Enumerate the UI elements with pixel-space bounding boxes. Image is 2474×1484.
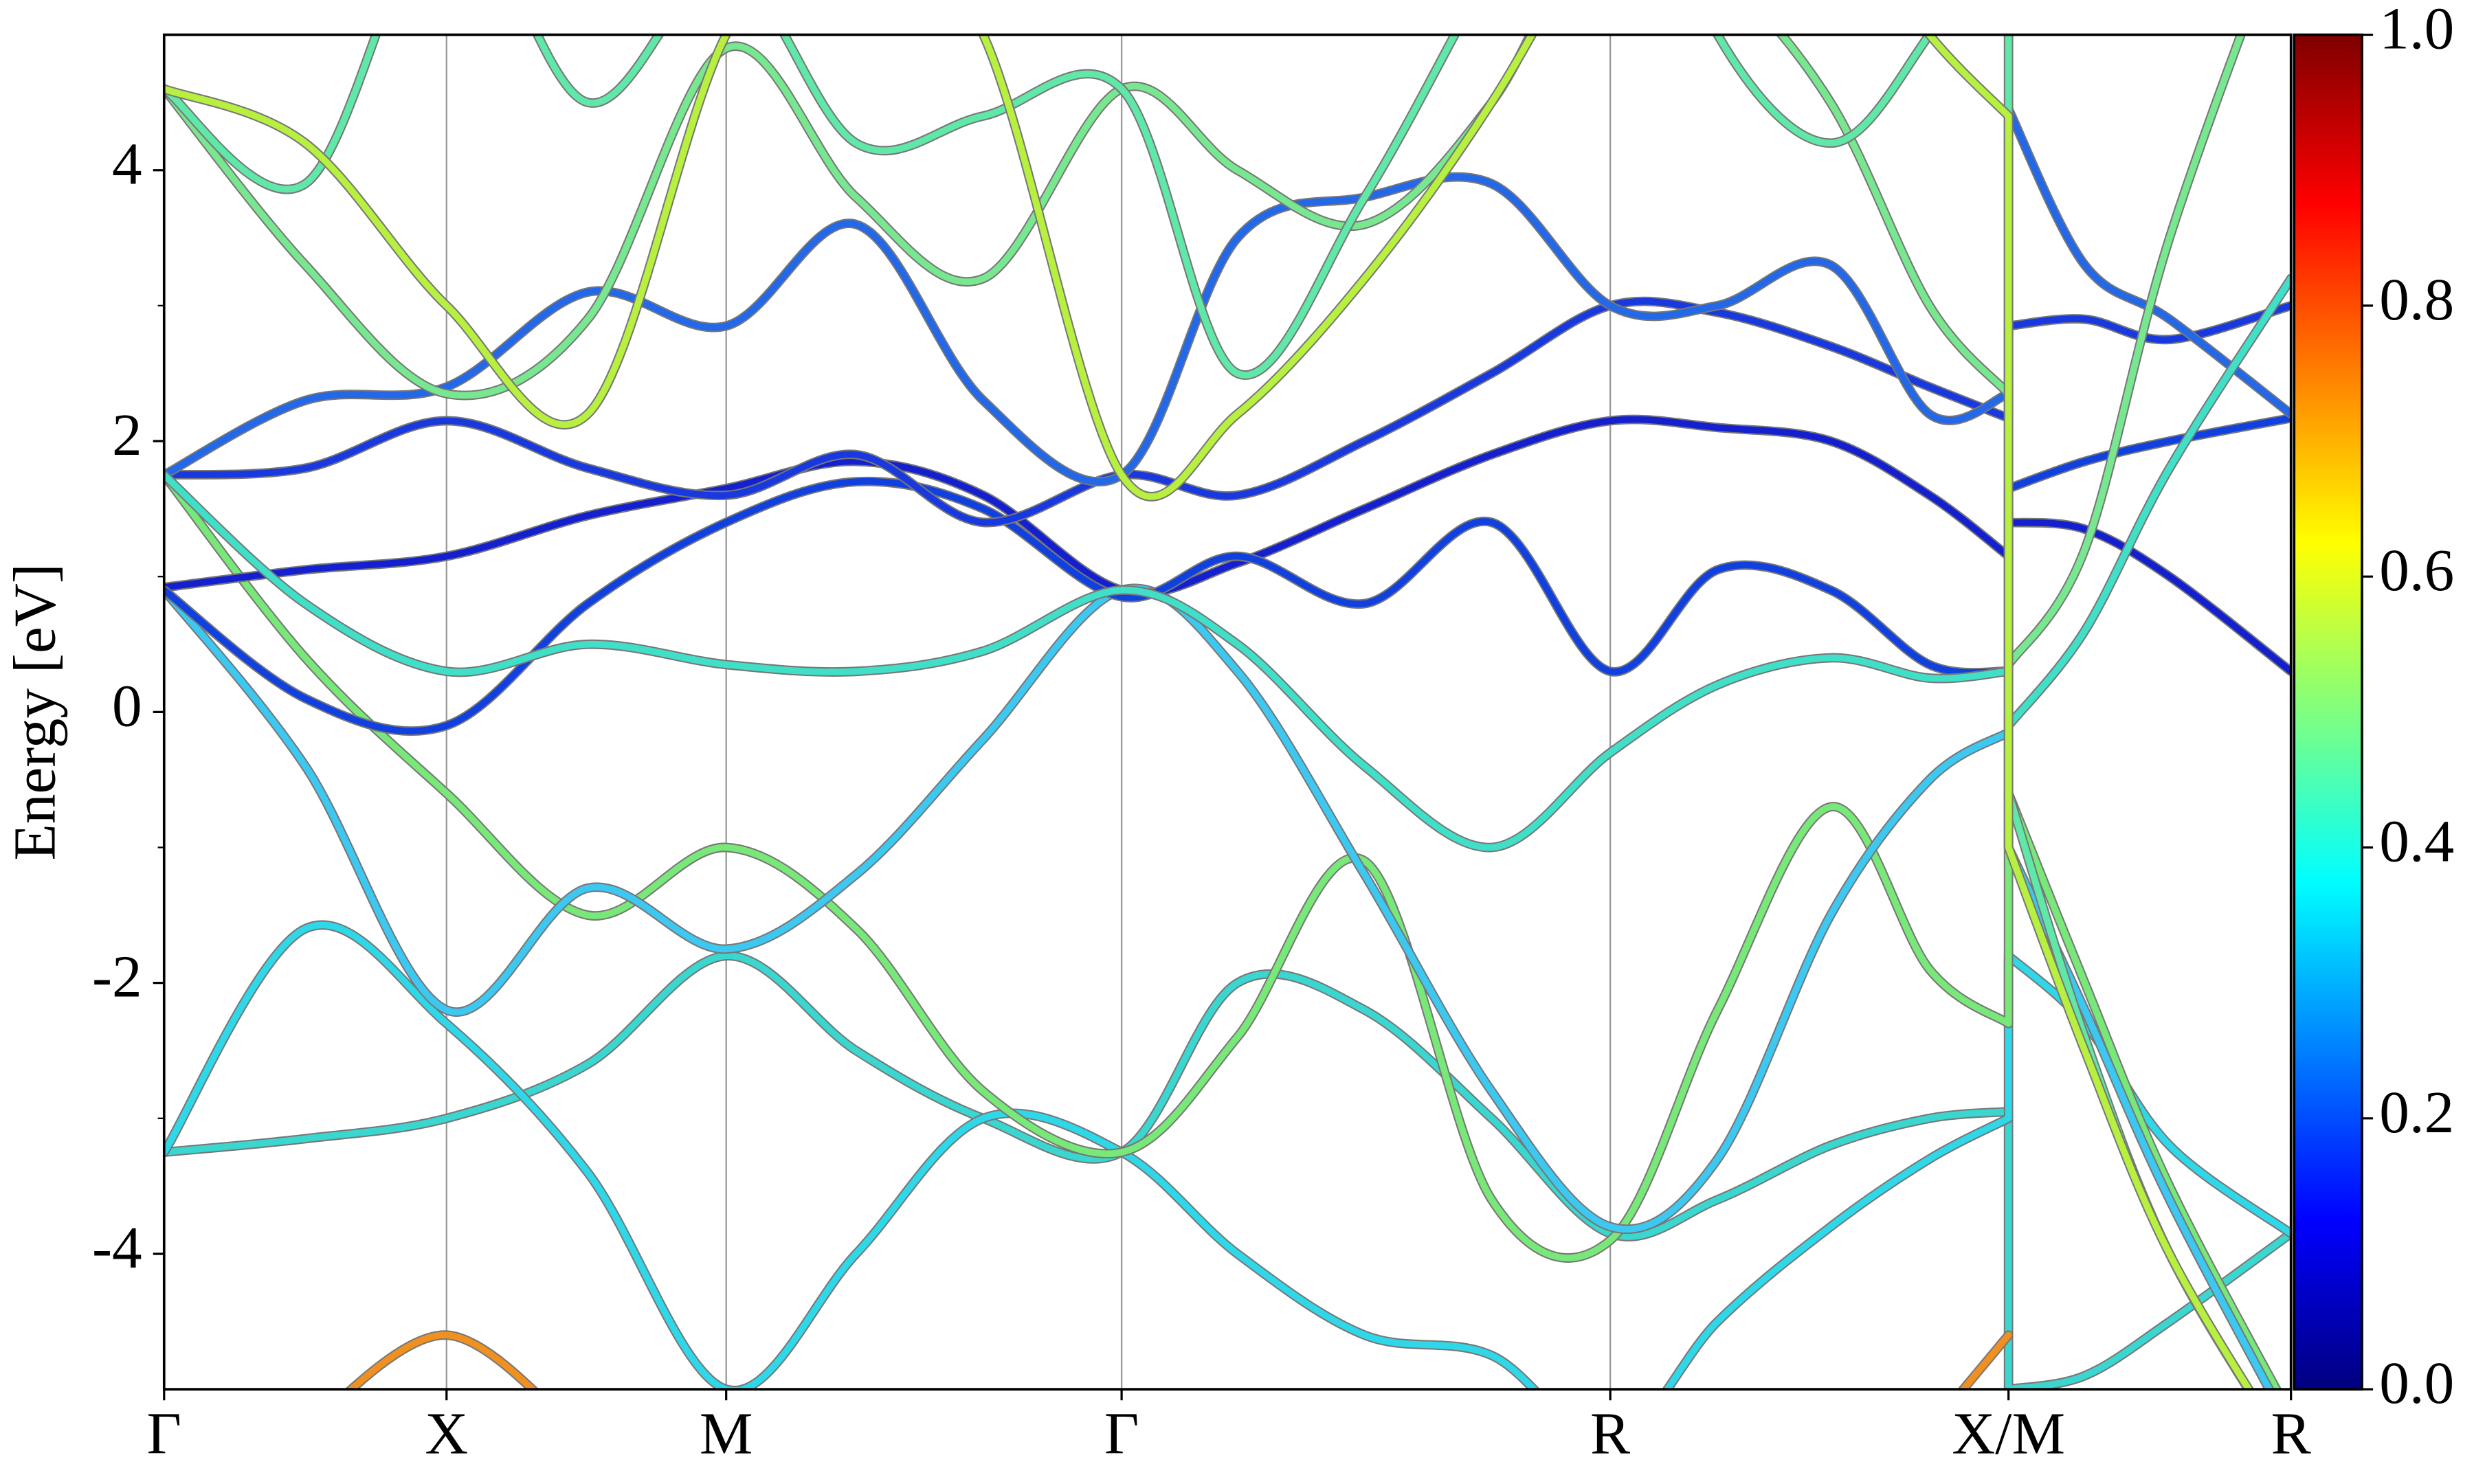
band-outline xyxy=(164,470,2282,1390)
band xyxy=(346,1331,2012,1390)
colorbar-tick-label: 0.4 xyxy=(2379,808,2454,875)
colorbar-tick-label: 0.2 xyxy=(2379,1079,2454,1145)
band-outline xyxy=(164,951,2291,1390)
grid xyxy=(163,34,2292,1390)
y-tick-label: 0 xyxy=(112,672,142,739)
x-tick-label: Γ xyxy=(1104,1400,1139,1467)
x-tick-label: M xyxy=(700,1400,753,1467)
x-tick-label: X/M xyxy=(1952,1400,2065,1467)
band-outline xyxy=(164,34,2255,1390)
y-tick-label: -4 xyxy=(92,1214,142,1281)
band xyxy=(164,952,2291,1390)
plot-frame xyxy=(162,33,2293,1391)
y-axis-label: Energy [eV] xyxy=(1,563,68,860)
band xyxy=(164,34,2253,1390)
x-tick-label: X xyxy=(425,1400,468,1467)
y-tick-label: 2 xyxy=(112,401,142,468)
x-tick-label: R xyxy=(1590,1400,1631,1467)
y-tick-label: -2 xyxy=(92,943,142,1010)
colorbar-tick-label: 0.0 xyxy=(2379,1349,2454,1416)
colorbar xyxy=(2293,33,2363,1391)
band-outline xyxy=(164,34,2254,1390)
colorbar-tick-label: 1.0 xyxy=(2379,0,2454,62)
colorbar-tick-label: 0.8 xyxy=(2379,266,2454,333)
band xyxy=(164,414,2291,735)
band xyxy=(164,34,2253,1390)
colorbar-tick-label: 0.6 xyxy=(2379,537,2454,603)
y-tick-label: 4 xyxy=(112,131,142,197)
band xyxy=(164,471,2280,1390)
x-tick-label: R xyxy=(2271,1400,2312,1467)
x-tick-label: Γ xyxy=(147,1400,181,1467)
band-outline xyxy=(164,413,2291,737)
bands xyxy=(164,34,2291,1390)
